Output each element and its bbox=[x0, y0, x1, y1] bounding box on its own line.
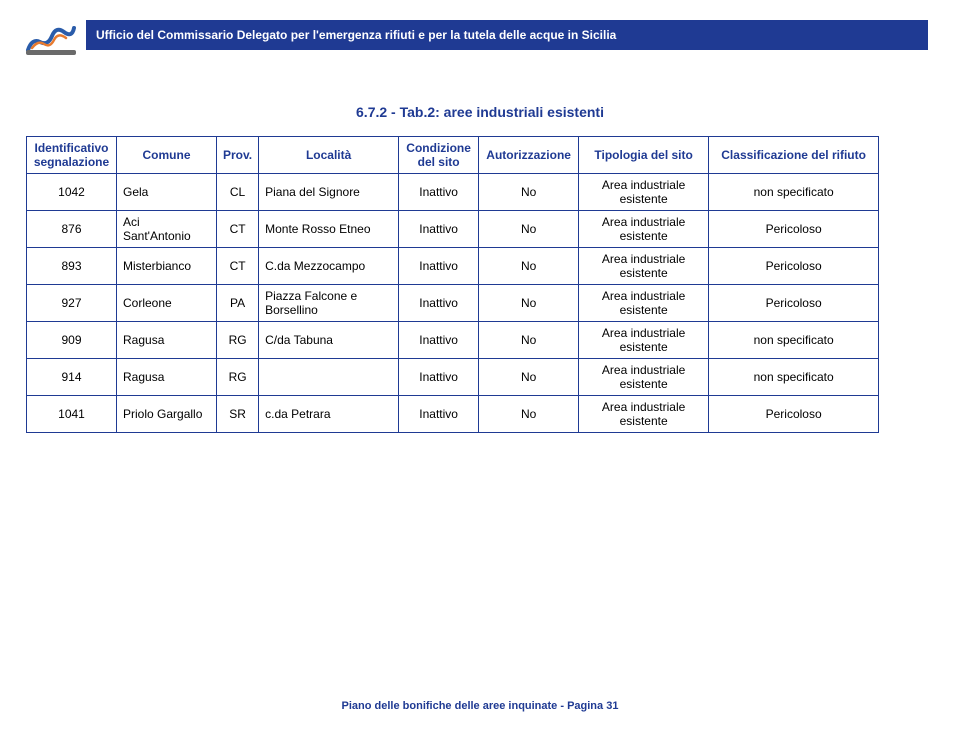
cell-aut: No bbox=[479, 211, 579, 248]
data-table: Identificativo segnalazione Comune Prov.… bbox=[26, 136, 879, 433]
cell-loc: Piana del Signore bbox=[259, 174, 399, 211]
cell-tip: Area industriale esistente bbox=[579, 396, 709, 433]
cell-prov: CT bbox=[217, 211, 259, 248]
cell-tip: Area industriale esistente bbox=[579, 285, 709, 322]
cell-prov: PA bbox=[217, 285, 259, 322]
cell-id: 927 bbox=[27, 285, 117, 322]
col-header-classificazione: Classificazione del rifiuto bbox=[709, 137, 879, 174]
table-row: 909 Ragusa RG C/da Tabuna Inattivo No Ar… bbox=[27, 322, 879, 359]
table-row: 876 Aci Sant'Antonio CT Monte Rosso Etne… bbox=[27, 211, 879, 248]
cell-aut: No bbox=[479, 248, 579, 285]
cell-prov: RG bbox=[217, 322, 259, 359]
table-row: 1041 Priolo Gargallo SR c.da Petrara Ina… bbox=[27, 396, 879, 433]
table-row: 927 Corleone PA Piazza Falcone e Borsell… bbox=[27, 285, 879, 322]
cell-cond: Inattivo bbox=[399, 248, 479, 285]
cell-class: Pericoloso bbox=[709, 285, 879, 322]
cell-prov: RG bbox=[217, 359, 259, 396]
cell-cond: Inattivo bbox=[399, 211, 479, 248]
cell-prov: CL bbox=[217, 174, 259, 211]
cell-class: Pericoloso bbox=[709, 211, 879, 248]
cell-id: 909 bbox=[27, 322, 117, 359]
cell-com: Misterbianco bbox=[117, 248, 217, 285]
cell-cond: Inattivo bbox=[399, 174, 479, 211]
cell-id: 914 bbox=[27, 359, 117, 396]
cell-aut: No bbox=[479, 359, 579, 396]
col-header-prov: Prov. bbox=[217, 137, 259, 174]
cell-loc: C.da Mezzocampo bbox=[259, 248, 399, 285]
col-header-comune: Comune bbox=[117, 137, 217, 174]
cell-cond: Inattivo bbox=[399, 322, 479, 359]
cell-tip: Area industriale esistente bbox=[579, 322, 709, 359]
cell-aut: No bbox=[479, 285, 579, 322]
header-banner: Ufficio del Commissario Delegato per l'e… bbox=[86, 20, 928, 50]
cell-class: non specificato bbox=[709, 322, 879, 359]
cell-com: Aci Sant'Antonio bbox=[117, 211, 217, 248]
cell-id: 1042 bbox=[27, 174, 117, 211]
col-header-condizione: Condizione del sito bbox=[399, 137, 479, 174]
col-header-tipologia: Tipologia del sito bbox=[579, 137, 709, 174]
table-caption: 6.7.2 - Tab.2: aree industriali esistent… bbox=[0, 104, 960, 120]
cell-com: Gela bbox=[117, 174, 217, 211]
cell-loc: Monte Rosso Etneo bbox=[259, 211, 399, 248]
cell-loc: Piazza Falcone e Borsellino bbox=[259, 285, 399, 322]
cell-cond: Inattivo bbox=[399, 359, 479, 396]
cell-prov: SR bbox=[217, 396, 259, 433]
cell-class: non specificato bbox=[709, 359, 879, 396]
cell-com: Ragusa bbox=[117, 322, 217, 359]
cell-cond: Inattivo bbox=[399, 396, 479, 433]
cell-tip: Area industriale esistente bbox=[579, 211, 709, 248]
cell-com: Ragusa bbox=[117, 359, 217, 396]
cell-id: 1041 bbox=[27, 396, 117, 433]
table-body: 1042 Gela CL Piana del Signore Inattivo … bbox=[27, 174, 879, 433]
cell-class: Pericoloso bbox=[709, 396, 879, 433]
col-header-id: Identificativo segnalazione bbox=[27, 137, 117, 174]
header-title: Ufficio del Commissario Delegato per l'e… bbox=[96, 28, 616, 42]
col-header-autorizzazione: Autorizzazione bbox=[479, 137, 579, 174]
cell-tip: Area industriale esistente bbox=[579, 359, 709, 396]
cell-com: Corleone bbox=[117, 285, 217, 322]
cell-tip: Area industriale esistente bbox=[579, 174, 709, 211]
page-footer: Piano delle bonifiche delle aree inquina… bbox=[0, 700, 960, 712]
cell-loc bbox=[259, 359, 399, 396]
cell-class: Pericoloso bbox=[709, 248, 879, 285]
col-header-localita: Località bbox=[259, 137, 399, 174]
table-row: 914 Ragusa RG Inattivo No Area industria… bbox=[27, 359, 879, 396]
cell-loc: c.da Petrara bbox=[259, 396, 399, 433]
cell-id: 893 bbox=[27, 248, 117, 285]
cell-aut: No bbox=[479, 322, 579, 359]
cell-cond: Inattivo bbox=[399, 285, 479, 322]
cell-loc: C/da Tabuna bbox=[259, 322, 399, 359]
table-row: 893 Misterbianco CT C.da Mezzocampo Inat… bbox=[27, 248, 879, 285]
cell-aut: No bbox=[479, 396, 579, 433]
table-row: 1042 Gela CL Piana del Signore Inattivo … bbox=[27, 174, 879, 211]
logo bbox=[22, 8, 80, 58]
table-header-row: Identificativo segnalazione Comune Prov.… bbox=[27, 137, 879, 174]
cell-tip: Area industriale esistente bbox=[579, 248, 709, 285]
cell-aut: No bbox=[479, 174, 579, 211]
cell-prov: CT bbox=[217, 248, 259, 285]
cell-id: 876 bbox=[27, 211, 117, 248]
cell-com: Priolo Gargallo bbox=[117, 396, 217, 433]
cell-class: non specificato bbox=[709, 174, 879, 211]
